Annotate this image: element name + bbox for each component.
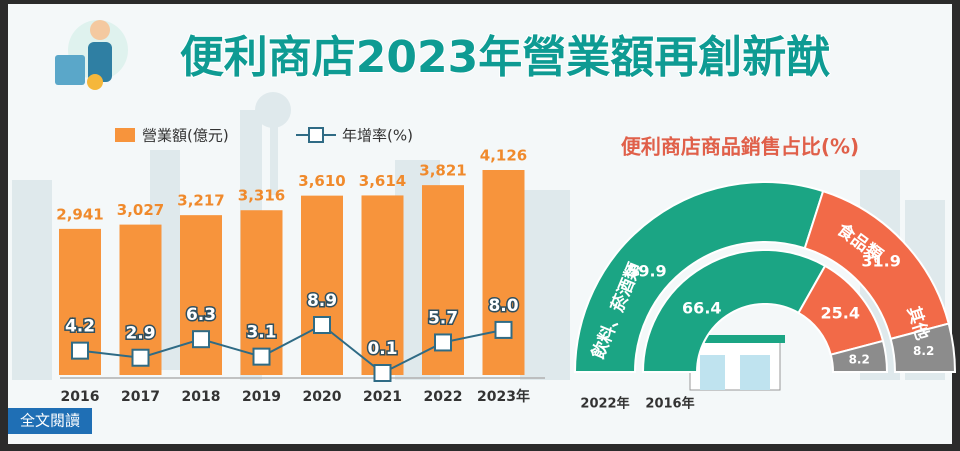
bar-value-label: 3,614	[359, 172, 406, 190]
donut-value-label: 59.9	[627, 262, 666, 281]
read-more-label[interactable]: 全文閱讀	[20, 412, 80, 430]
line-value-label: 5.7	[428, 308, 458, 328]
donut-value-label: 66.4	[682, 299, 721, 318]
bar-value-label: 3,821	[419, 162, 466, 180]
bar-value-label: 3,316	[238, 187, 285, 205]
x-tick-label: 2021	[363, 389, 402, 405]
x-tick-label: 2022	[424, 389, 463, 405]
x-tick-label: 2019	[242, 389, 281, 405]
bar	[180, 215, 222, 375]
legend-swatch	[115, 128, 135, 142]
line-value-label: 3.1	[246, 323, 276, 343]
line-marker	[434, 333, 452, 352]
ring-label: 2016年	[645, 396, 694, 412]
legend-marker	[308, 127, 324, 143]
legend-label: 營業額(億元)	[142, 127, 229, 145]
donut-value-label: 8.2	[849, 352, 870, 366]
bar-value-label: 3,027	[117, 201, 164, 219]
donut-segment	[829, 339, 889, 373]
bar-value-label: 2,941	[56, 205, 103, 223]
donut-segment	[641, 249, 827, 373]
line-value-label: 0.1	[367, 339, 397, 359]
line-value-label: 8.0	[488, 296, 518, 316]
donut-value-label: 25.4	[821, 304, 860, 323]
line-marker	[71, 341, 89, 360]
bar-value-label: 3,217	[177, 192, 224, 210]
donut-value-label: 8.2	[913, 344, 934, 358]
donut-value-label: 31.9	[861, 251, 900, 270]
line-value-label: 6.3	[186, 305, 216, 325]
line-marker	[313, 316, 331, 334]
legend-label: 年增率(%)	[342, 127, 413, 145]
x-tick-label: 2018	[182, 389, 221, 405]
title: 便利商店2023年營業額再創新猷	[180, 32, 830, 83]
line	[79, 323, 504, 375]
x-tick-label: 2023年	[477, 388, 530, 405]
x-tick-label: 2017	[121, 389, 160, 405]
line-marker	[252, 347, 271, 366]
bar-value-label: 4,126	[480, 147, 527, 165]
x-tick-label: 2020	[303, 389, 342, 405]
store-illustration	[685, 335, 785, 391]
line-value-label: 2.9	[125, 324, 155, 344]
x-tick-label: 2016	[61, 389, 100, 405]
line-marker	[373, 364, 392, 382]
line-marker	[494, 320, 513, 339]
donut-segment	[573, 181, 825, 373]
bar	[361, 195, 404, 375]
line-marker	[131, 348, 150, 367]
ring-label: 2022年	[580, 396, 629, 412]
line-marker	[192, 330, 210, 349]
donut-title: 便利商店商品銷售占比(%)	[621, 135, 859, 159]
bar	[240, 210, 283, 375]
bar	[301, 195, 343, 375]
title-icon	[55, 20, 128, 90]
donut-segment	[889, 322, 957, 373]
bar	[482, 170, 525, 375]
read-more-button[interactable]	[8, 408, 92, 434]
line-value-label: 4.2	[65, 317, 95, 337]
line-value-label: 8.9	[307, 291, 337, 311]
bar-value-label: 3,610	[298, 172, 345, 190]
